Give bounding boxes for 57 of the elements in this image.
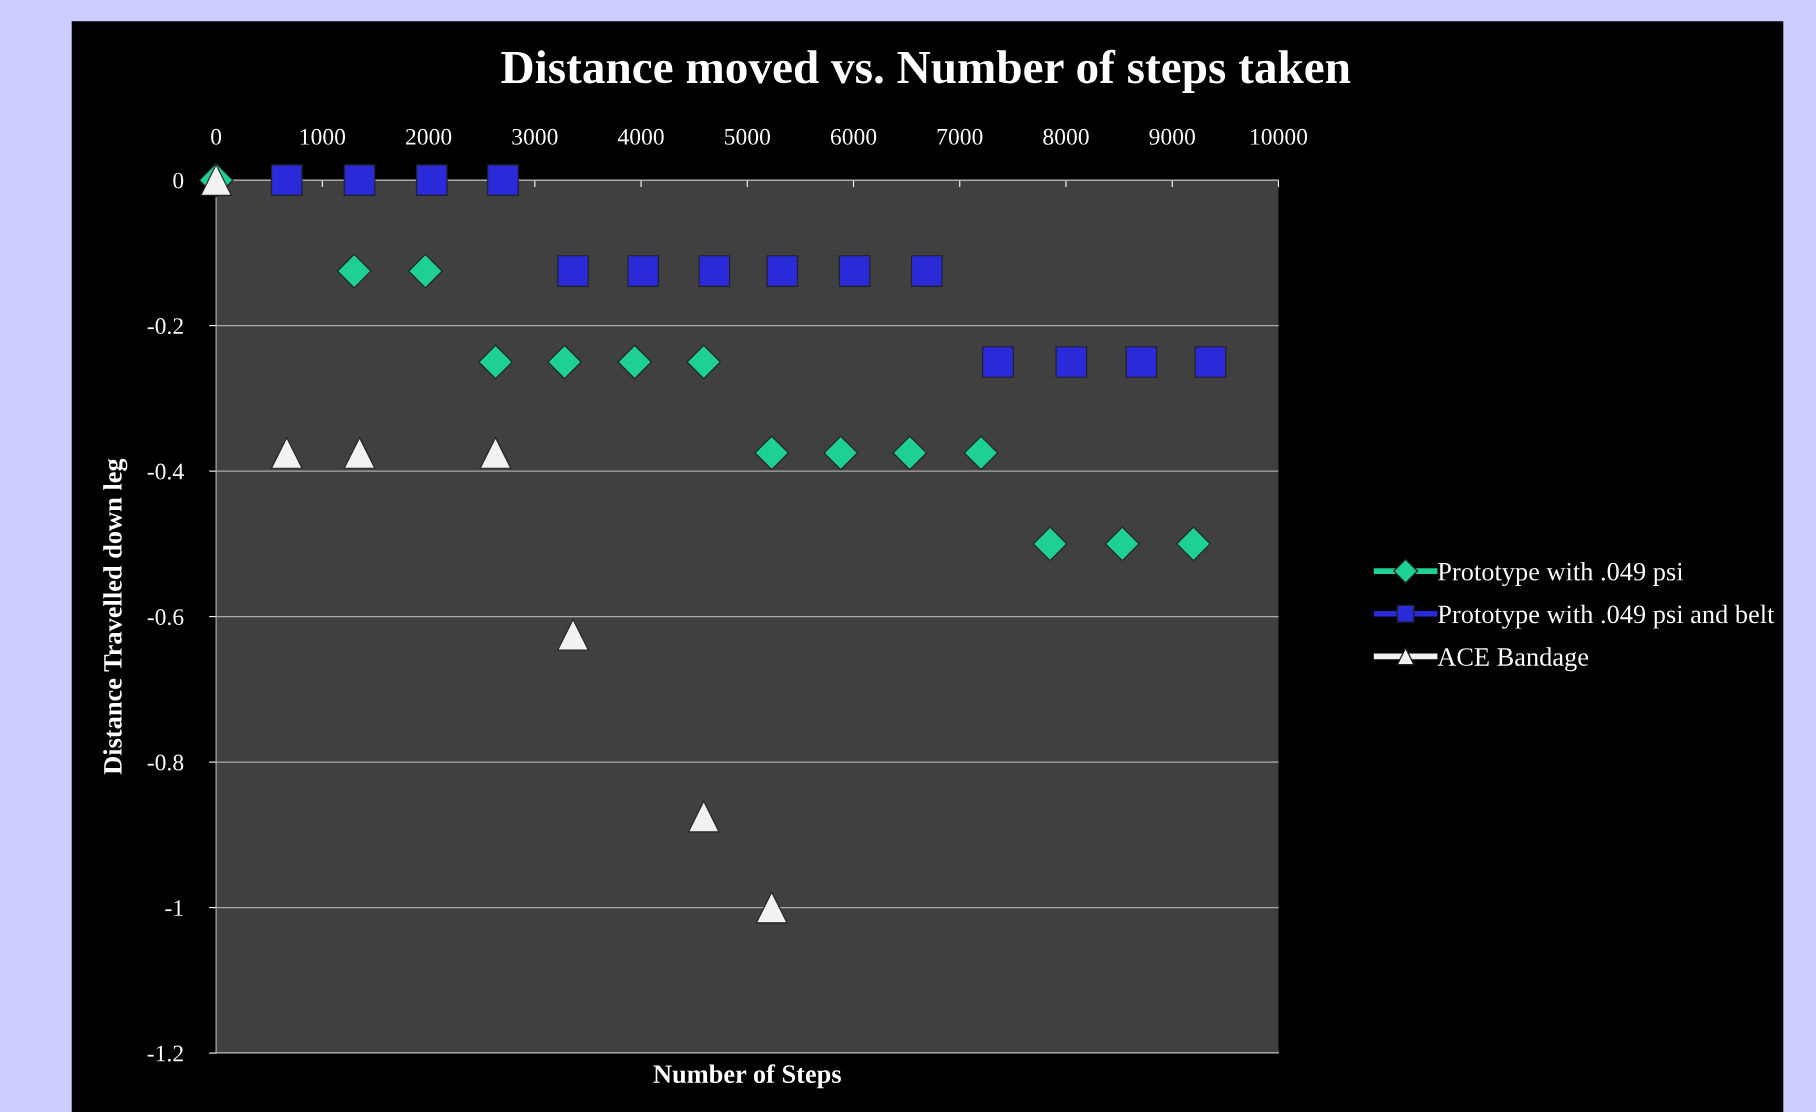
point	[823, 435, 859, 471]
y-tick-label: -0.4	[147, 463, 184, 480]
point	[910, 255, 943, 287]
y-tick-label: -0.8	[147, 754, 184, 771]
point	[982, 346, 1014, 378]
chart-title: Distance moved vs. Number of steps taken	[501, 49, 1351, 93]
point	[343, 164, 376, 196]
point	[892, 435, 928, 471]
legend-label: ACE Bandage	[1437, 647, 1589, 672]
point	[1194, 346, 1227, 378]
point	[415, 164, 448, 196]
y-tick-label: 0	[173, 172, 184, 189]
point	[270, 164, 303, 196]
x-tick-label: 10000	[1251, 128, 1308, 145]
x-tick-label: 2000	[406, 128, 452, 145]
x-tick-label: 5000	[725, 128, 770, 145]
point	[766, 255, 799, 287]
point	[487, 164, 519, 196]
legend-label: Prototype with .049 psi	[1438, 562, 1684, 587]
point	[1032, 526, 1068, 562]
point	[1105, 526, 1140, 562]
point	[627, 255, 660, 287]
y-tick-label: -0.2	[147, 318, 183, 335]
point	[686, 344, 721, 380]
point	[1055, 346, 1088, 378]
x-tick-label: 0	[211, 128, 222, 145]
point	[687, 800, 720, 833]
point	[547, 344, 582, 380]
point	[336, 253, 372, 289]
x-tick-label: 3000	[512, 128, 558, 145]
legend-label: Prototype with .049 psi and belt	[1438, 604, 1775, 629]
point	[408, 253, 443, 289]
y-axis-title: Distance Travelled down leg	[103, 458, 128, 775]
x-tick-label: 8000	[1043, 128, 1089, 145]
x-axis-title: Number of Steps	[653, 1064, 841, 1089]
point	[1176, 526, 1211, 562]
point	[617, 344, 652, 380]
point	[963, 435, 999, 471]
y-tick-label: -1	[165, 900, 183, 916]
x-tick-label: 1000	[300, 128, 346, 145]
point	[478, 344, 513, 380]
point	[838, 255, 871, 287]
point	[479, 437, 512, 469]
x-tick-label: 4000	[617, 128, 664, 145]
point	[343, 437, 376, 469]
x-tick-label: 7000	[937, 128, 983, 145]
point	[698, 255, 731, 287]
point	[1125, 346, 1158, 378]
y-tick-label: -1.2	[147, 1045, 183, 1062]
x-tick-label: 6000	[830, 128, 877, 145]
x-tick-label: 9000	[1149, 128, 1195, 145]
point	[270, 437, 303, 469]
point	[754, 435, 789, 471]
point	[557, 618, 589, 651]
point	[755, 891, 788, 924]
y-tick-label: -0.6	[147, 609, 184, 626]
point	[557, 255, 589, 287]
